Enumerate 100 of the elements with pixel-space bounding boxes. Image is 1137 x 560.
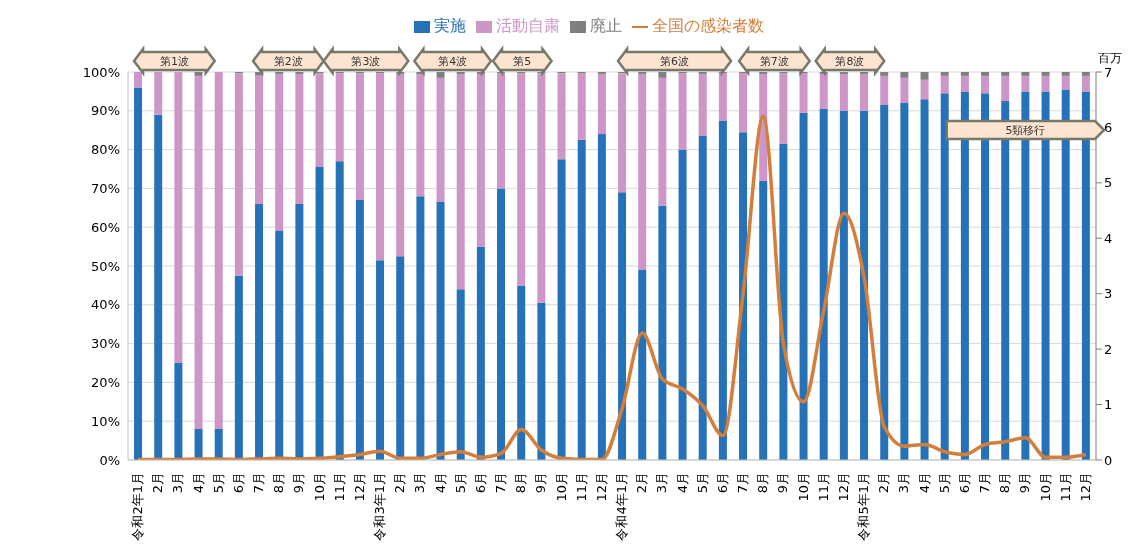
bar (839, 73, 848, 111)
x-tick-label: 11月 (331, 472, 347, 502)
bar (476, 246, 485, 460)
x-tick-label: 4月 (916, 472, 932, 494)
bar (597, 73, 606, 135)
bar (880, 75, 889, 105)
bar (497, 73, 506, 189)
bar (658, 77, 667, 206)
bar (839, 110, 848, 460)
bar (335, 73, 344, 162)
bar (779, 143, 788, 460)
bar (981, 75, 990, 94)
y2-tick-label: 6 (1104, 120, 1113, 136)
x-tick-label: 7月 (735, 472, 751, 494)
y-tick-label: 0% (99, 452, 120, 468)
bar (759, 180, 768, 460)
x-tick-label: 3月 (170, 472, 186, 494)
bar (819, 108, 828, 460)
bar (981, 93, 990, 460)
bar (698, 73, 707, 137)
bar (456, 73, 465, 290)
double-arrow: 第5 (491, 45, 554, 77)
double-arrow: 第8波 (814, 45, 886, 77)
y2-axis-title: 百万 (1098, 51, 1122, 65)
x-tick-label: 4月 (674, 472, 690, 494)
bar (517, 285, 526, 460)
bar (1081, 75, 1090, 92)
x-tick-label: 令和3年1月 (372, 472, 388, 541)
x-tick-label: 9月 (291, 472, 307, 494)
x-tick-label: 5月 (452, 472, 468, 494)
x-tick-label: 9月 (1017, 472, 1033, 494)
x-tick-label: 9月 (775, 472, 791, 494)
bar (295, 73, 304, 204)
bar (376, 73, 385, 261)
bar (960, 75, 969, 92)
bar (920, 72, 929, 80)
bar (1041, 75, 1050, 92)
y-tick-label: 90% (91, 103, 120, 119)
bar (275, 73, 284, 232)
x-tick-label: 令和5年1月 (856, 472, 872, 541)
legend-label: 廃止 (589, 16, 622, 35)
bar (436, 201, 445, 460)
bar (940, 75, 949, 94)
x-tick-label: 7月 (251, 472, 267, 494)
x-tick-label: 2月 (634, 472, 650, 494)
y2-tick-label: 4 (1104, 230, 1113, 246)
bar (658, 205, 667, 460)
x-tick-label: 5月 (694, 472, 710, 494)
bar (436, 77, 445, 202)
bar (355, 73, 364, 201)
x-tick-label: 2月 (876, 472, 892, 494)
bar (900, 103, 909, 460)
y2-tick-label: 1 (1104, 397, 1113, 413)
bar (497, 188, 506, 460)
bar (819, 73, 828, 109)
bar (234, 73, 243, 276)
bar (436, 72, 445, 78)
bar (234, 275, 243, 460)
x-tick-label: 6月 (714, 472, 730, 494)
legend-label: 活動自粛 (495, 16, 560, 35)
bar (396, 73, 405, 257)
bar (194, 72, 203, 76)
bar (960, 72, 969, 76)
x-tick-label: 10月 (795, 472, 811, 502)
line-series (136, 114, 1088, 460)
x-tick-label: 11月 (573, 472, 589, 502)
x-tick-label: 12月 (1077, 472, 1093, 502)
bar (678, 149, 687, 460)
bar (577, 73, 586, 140)
y2-tick-label: 3 (1104, 286, 1113, 302)
bar (577, 139, 586, 460)
y2-tick-label: 2 (1104, 341, 1113, 357)
double-arrow: 第7波 (737, 45, 812, 77)
bar (174, 72, 183, 363)
y2-tick-label: 7 (1104, 64, 1113, 80)
x-tick-label: 5月 (936, 472, 952, 494)
double-arrow: 第2波 (251, 45, 326, 77)
bar (860, 110, 869, 460)
bar (295, 203, 304, 460)
bar (638, 73, 647, 270)
legend-label: 実施 (433, 16, 466, 35)
double-arrow: 第3波 (322, 45, 410, 77)
bar (597, 134, 606, 460)
bar (880, 104, 889, 460)
bar (638, 269, 647, 460)
bar (315, 73, 324, 168)
bar (255, 203, 264, 460)
double-arrow: 第4波 (412, 45, 493, 77)
bar (214, 72, 223, 429)
y-tick-label: 40% (91, 297, 120, 313)
annotation: 5類移行 (1005, 124, 1046, 137)
bar (940, 93, 949, 460)
bar (476, 73, 485, 247)
y-tick-label: 100% (82, 64, 120, 80)
y-tick-label: 80% (91, 142, 120, 158)
x-tick-label: 5月 (210, 472, 226, 494)
x-tick-label: 3月 (412, 472, 428, 494)
bar (981, 72, 990, 76)
x-tick-label: 3月 (896, 472, 912, 494)
x-tick-label: 12月 (593, 472, 609, 502)
